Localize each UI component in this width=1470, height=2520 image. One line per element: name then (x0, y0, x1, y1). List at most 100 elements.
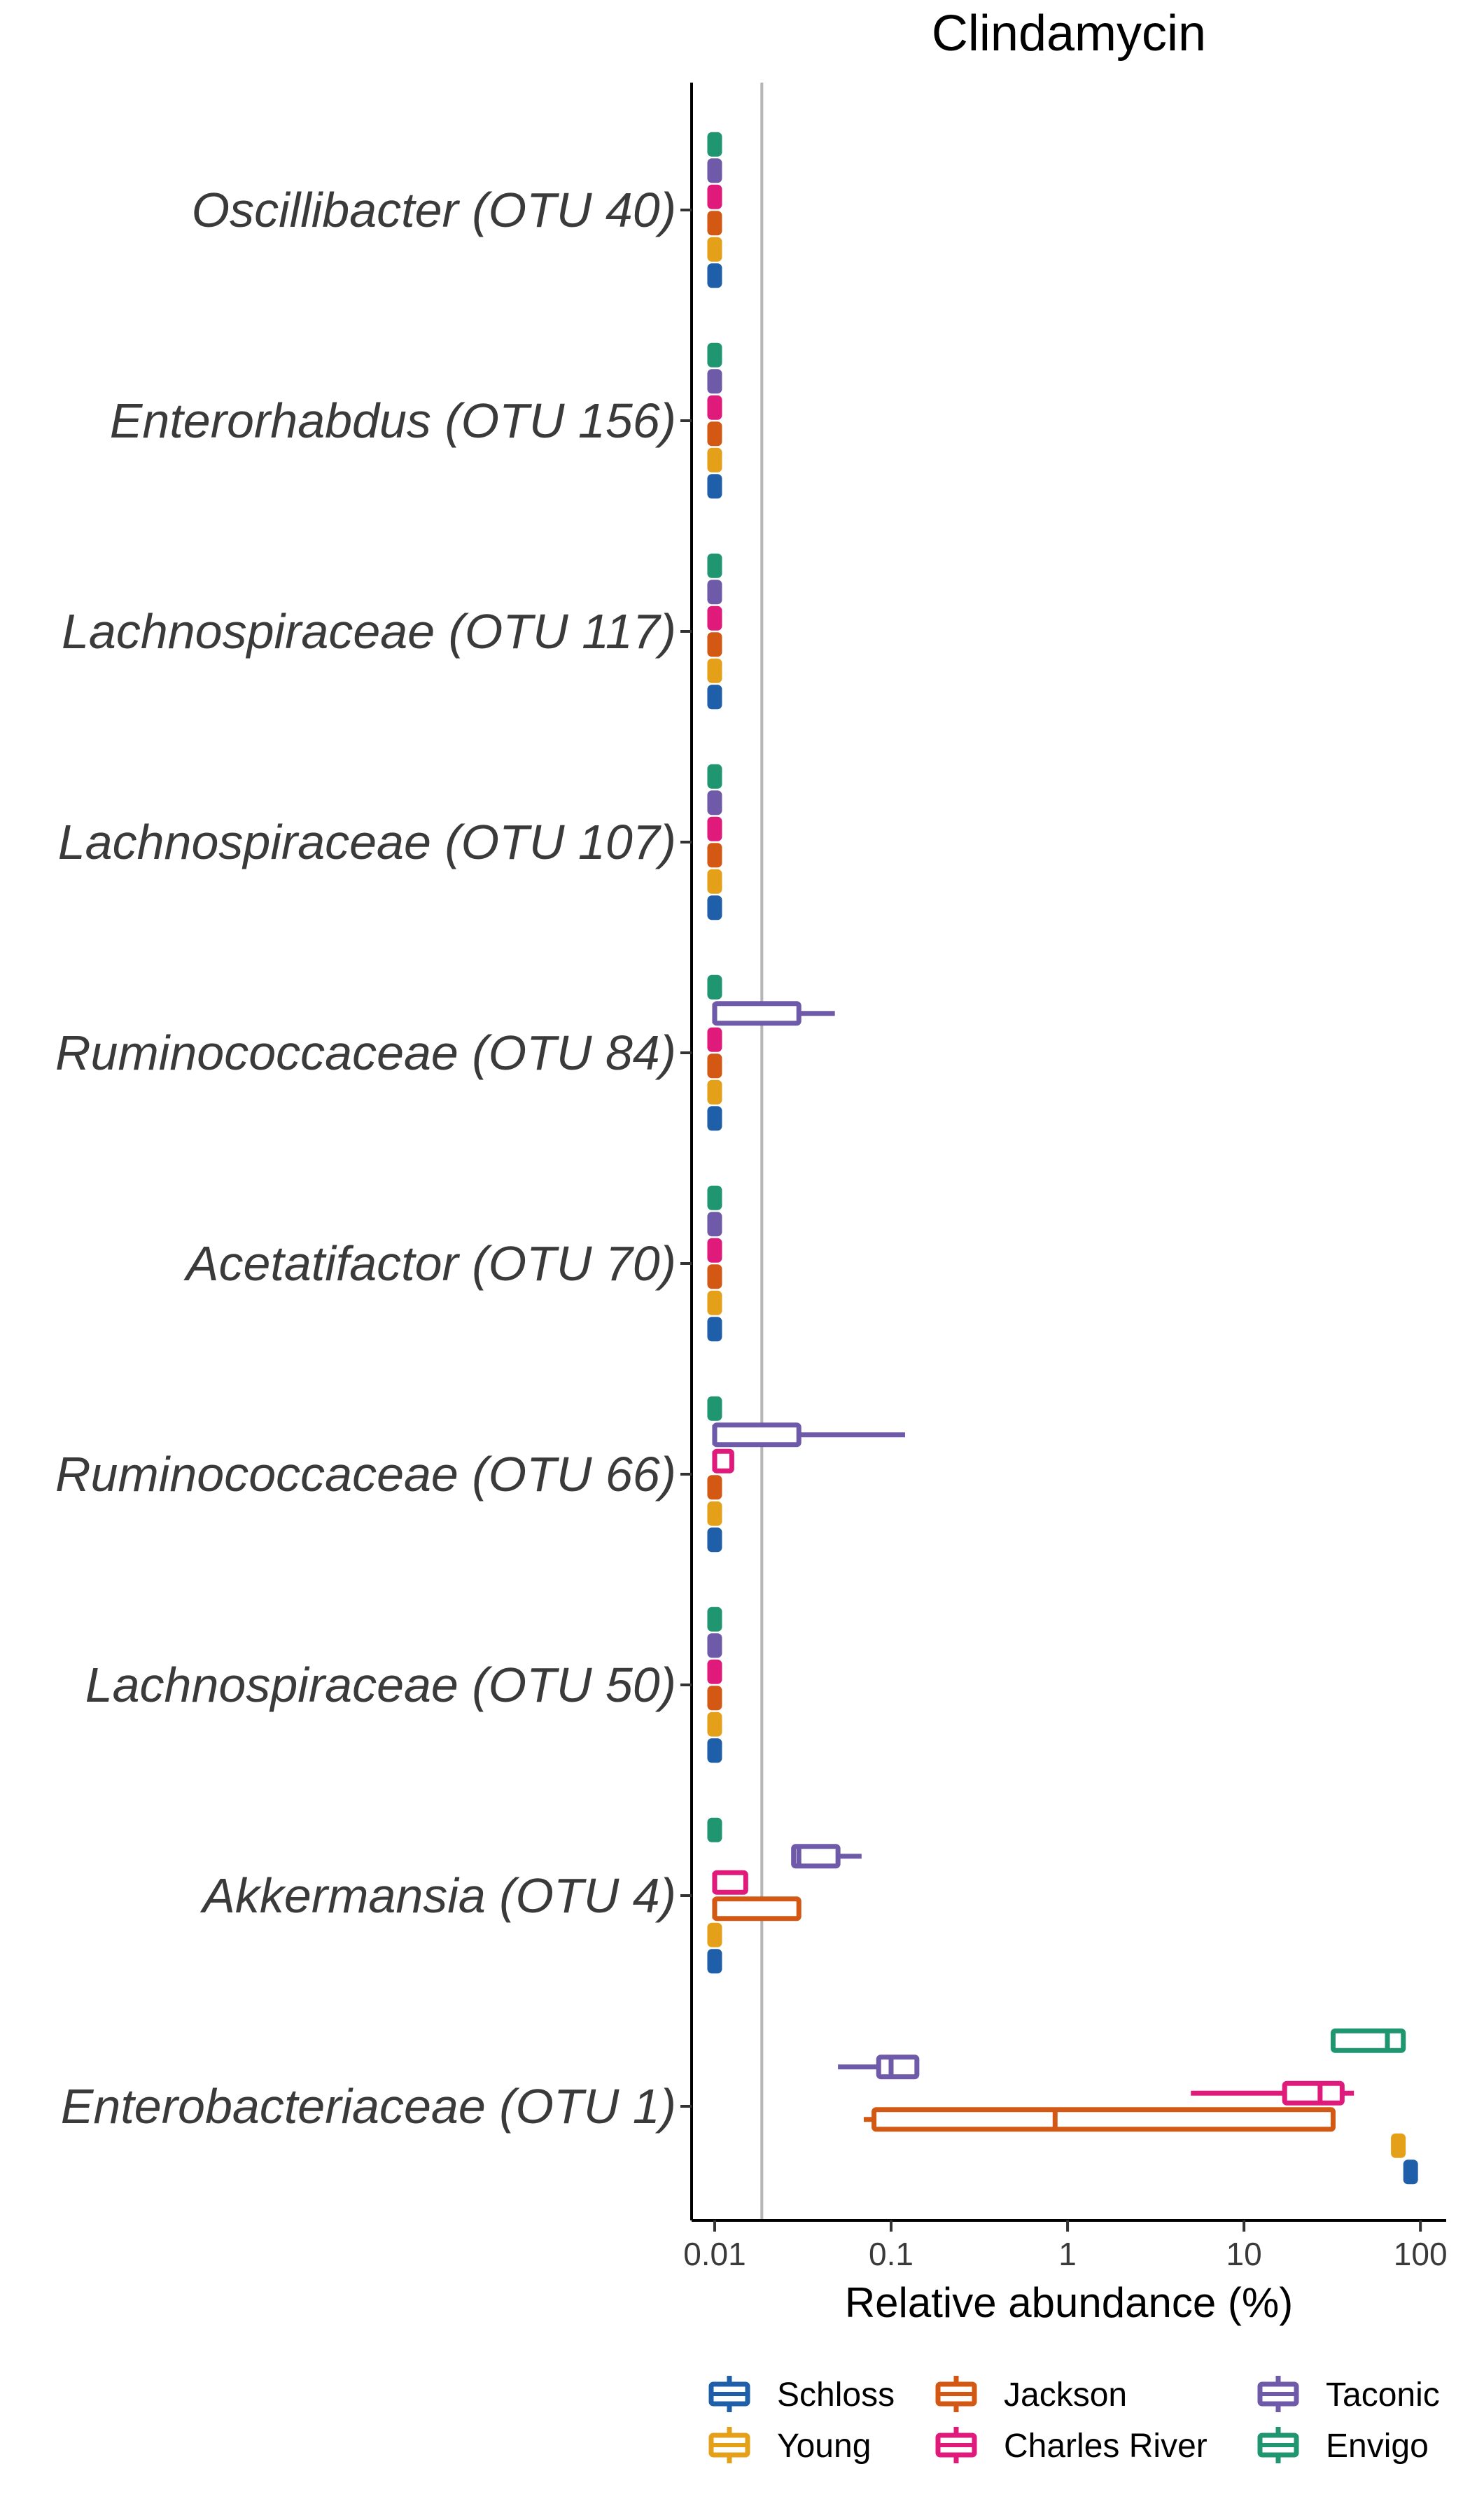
box-envigo (707, 1606, 722, 1632)
x-tick-label: 100 (1394, 2236, 1448, 2272)
legend-item-jackson: Jackson (935, 2376, 1127, 2414)
box-taconic (707, 790, 722, 816)
box-schloss (1403, 2160, 1418, 2185)
box-schloss (707, 474, 722, 499)
category-label: Acetatifactor (OTU 70) (183, 1236, 676, 1291)
box-young (707, 1501, 722, 1526)
labels-layer: 0.01 0.1 1 10 100 Oscillibacter (OTU 40) Enter… (55, 183, 1448, 2272)
box-taconic (838, 2054, 920, 2080)
x-tick-label: 0.01 (683, 2236, 746, 2272)
legend-label: Young (777, 2428, 871, 2465)
category-label: Enterorhabdus (OTU 156) (110, 393, 676, 448)
box-charles-river (707, 816, 722, 841)
category-label: Lachnospiraceae (OTU 117) (62, 604, 676, 659)
box-charles-river (1191, 2080, 1354, 2106)
box-schloss (707, 263, 722, 288)
legend-item-envigo: Envigo (1257, 2427, 1429, 2465)
box-jackson (712, 1896, 802, 1921)
box-young (707, 869, 722, 894)
box-charles-river (707, 1027, 722, 1052)
x-axis-title: Relative abundance (%) (845, 2279, 1293, 2326)
box-charles-river (712, 1870, 748, 1895)
box-jackson (707, 211, 722, 236)
legend-item-taconic: Taconic (1257, 2376, 1440, 2414)
box-jackson (707, 843, 722, 868)
box-taconic (712, 1422, 905, 1448)
box-iqr (872, 2107, 1336, 2132)
category-label: Akkermansia (OTU 4) (200, 1868, 676, 1923)
box-iqr (712, 1448, 734, 1474)
box-schloss (707, 895, 722, 920)
box-jackson (707, 1475, 722, 1500)
category-label: Enterobacteriaceae (OTU 1) (61, 2079, 676, 2134)
box-envigo (1330, 2028, 1406, 2053)
box-envigo (707, 553, 722, 578)
box-schloss (707, 1949, 722, 1974)
box-envigo (707, 132, 722, 157)
box-young (707, 1712, 722, 1737)
box-jackson (707, 421, 722, 447)
box-taconic (712, 1001, 835, 1026)
legend-item-charles-river: Charles River (935, 2427, 1208, 2465)
box-iqr (712, 1422, 802, 1448)
box-iqr (712, 1001, 802, 1026)
box-jackson (707, 1686, 722, 1711)
category-label: Ruminococcaceae (OTU 84) (55, 1026, 676, 1080)
chart-title: Clindamycin (932, 6, 1206, 62)
box-schloss (707, 1738, 722, 1763)
box-taconic (707, 580, 722, 605)
box-young (707, 1079, 722, 1105)
box-young (1391, 2133, 1406, 2158)
box-taconic (791, 1844, 862, 1869)
box-charles-river (712, 1448, 734, 1474)
box-iqr (712, 1870, 748, 1895)
category-label: Oscillibacter (OTU 40) (192, 183, 676, 237)
box-charles-river (707, 606, 722, 631)
box-schloss (707, 1527, 722, 1553)
box-iqr (1330, 2028, 1406, 2053)
box-taconic (707, 369, 722, 394)
box-schloss (707, 1317, 722, 1342)
box-young (707, 1290, 722, 1315)
legend-label: Charles River (1004, 2428, 1208, 2465)
axes-layer (680, 83, 1446, 2232)
legend-label: Envigo (1326, 2428, 1429, 2465)
x-tick-label: 0.1 (869, 2236, 913, 2272)
box-schloss (707, 685, 722, 710)
box-jackson (707, 1264, 722, 1289)
box-iqr (791, 1844, 841, 1869)
category-label: Lachnospiraceae (OTU 50) (85, 1658, 676, 1712)
category-label: Lachnospiraceae (OTU 107) (58, 815, 676, 869)
box-iqr (1282, 2080, 1345, 2106)
box-young (707, 658, 722, 683)
box-jackson (707, 632, 722, 657)
legend-item-young: Young (708, 2427, 871, 2465)
box-jackson (707, 1054, 722, 1079)
box-envigo (707, 1817, 722, 1842)
category-label: Ruminococcaceae (OTU 66) (55, 1447, 676, 1502)
boxes-layer (707, 132, 1418, 2185)
box-iqr (876, 2054, 920, 2080)
box-envigo (707, 1396, 722, 1421)
box-charles-river (707, 1238, 722, 1263)
box-young (707, 237, 722, 262)
x-tick-label: 1 (1058, 2236, 1077, 2272)
x-tick-label: 10 (1226, 2236, 1262, 2272)
box-charles-river (707, 184, 722, 209)
box-taconic (707, 1633, 722, 1658)
legend-label: Schloss (777, 2376, 895, 2414)
box-envigo (707, 342, 722, 368)
box-charles-river (707, 395, 722, 420)
box-young (707, 447, 722, 472)
box-schloss (707, 1106, 722, 1131)
box-jackson (863, 2107, 1336, 2132)
legend-item-schloss: Schloss (708, 2376, 895, 2414)
box-young (707, 1922, 722, 1947)
box-envigo (707, 764, 722, 789)
box-envigo (707, 1185, 722, 1210)
box-envigo (707, 974, 722, 1000)
legend-label: Taconic (1326, 2376, 1440, 2414)
box-iqr (712, 1896, 802, 1921)
legend: Schloss Young Jackson Charles River Taconic E… (708, 2376, 1440, 2465)
box-taconic (707, 158, 722, 183)
